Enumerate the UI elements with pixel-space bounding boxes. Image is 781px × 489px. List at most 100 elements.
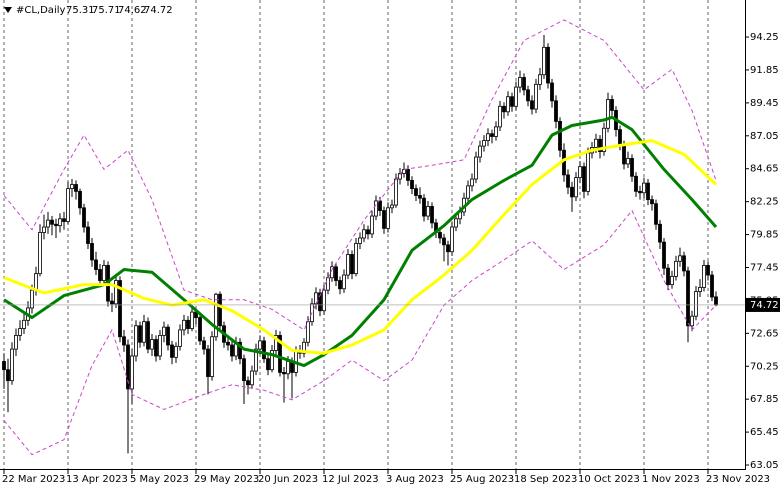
candle-body bbox=[318, 292, 322, 312]
candle-body bbox=[358, 237, 362, 244]
candle-body bbox=[22, 319, 26, 329]
open-value: 75.31 bbox=[66, 5, 95, 16]
candle-body bbox=[178, 329, 182, 347]
candle-body bbox=[654, 203, 658, 225]
candle-body bbox=[202, 340, 206, 350]
candle-body bbox=[422, 197, 426, 217]
candle-body bbox=[162, 326, 166, 336]
candle-body bbox=[262, 340, 266, 360]
candle-body bbox=[518, 77, 522, 88]
candle-body bbox=[426, 206, 430, 217]
candle-body bbox=[270, 350, 274, 371]
candle-body bbox=[530, 100, 534, 110]
x-tick-label: 10 Oct 2023 bbox=[578, 474, 640, 485]
candle-body bbox=[558, 120, 562, 151]
candle-body bbox=[70, 184, 74, 190]
candle-body bbox=[174, 345, 178, 358]
candle-body bbox=[390, 204, 394, 209]
indicator-line bbox=[3, 19, 717, 331]
candle-body bbox=[610, 99, 614, 111]
candle-body bbox=[46, 219, 50, 228]
candle-body bbox=[186, 319, 190, 329]
candle-body bbox=[570, 186, 574, 198]
indicator-line bbox=[3, 115, 718, 368]
candle-body bbox=[258, 340, 262, 350]
x-tick-label: 29 May 2023 bbox=[194, 474, 259, 485]
candle-body bbox=[666, 267, 670, 286]
x-tick-label: 25 Aug 2023 bbox=[450, 474, 514, 485]
candle-body bbox=[710, 274, 714, 298]
price-box bbox=[746, 297, 780, 312]
candle-body bbox=[546, 46, 550, 84]
candle-body bbox=[578, 166, 582, 179]
candle-body bbox=[370, 215, 374, 235]
y-tick-label: 94.25 bbox=[750, 32, 779, 43]
candle-body bbox=[346, 254, 350, 276]
symbol: #CL,Daily bbox=[16, 5, 65, 16]
indicator-line bbox=[3, 210, 717, 456]
x-tick-label: 18 Sep 2023 bbox=[514, 474, 577, 485]
y-tick-label: 63.05 bbox=[750, 460, 779, 471]
candle-body bbox=[110, 300, 114, 305]
candle-body bbox=[134, 325, 138, 357]
y-tick-label: 77.45 bbox=[750, 262, 779, 273]
candle-body bbox=[510, 96, 514, 107]
candle-body bbox=[686, 270, 690, 327]
candle-body bbox=[598, 138, 602, 152]
close-value: 74.72 bbox=[144, 5, 173, 16]
candle-body bbox=[690, 315, 694, 327]
candle-body bbox=[102, 265, 106, 281]
candle-body bbox=[278, 334, 282, 373]
candle-body bbox=[250, 370, 254, 386]
candle-body bbox=[550, 82, 554, 102]
candle-body bbox=[522, 77, 526, 91]
candle-body bbox=[82, 207, 86, 228]
candle-body bbox=[418, 195, 422, 199]
candle-body bbox=[366, 229, 370, 235]
candle-body bbox=[306, 321, 310, 343]
candle-body bbox=[574, 177, 578, 198]
high-value: 75.71 bbox=[92, 5, 121, 16]
candle-body bbox=[482, 140, 486, 147]
candle-body bbox=[230, 344, 234, 357]
candle-body bbox=[406, 169, 410, 181]
candle-body bbox=[18, 328, 22, 336]
candle-body bbox=[586, 152, 590, 192]
x-tick-label: 5 May 2023 bbox=[130, 474, 189, 485]
candle-body bbox=[702, 265, 706, 288]
x-tick-label: 23 Nov 2023 bbox=[706, 474, 770, 485]
candle-body bbox=[214, 293, 218, 338]
candle-body bbox=[182, 319, 186, 331]
candle-body bbox=[238, 341, 242, 360]
candle-body bbox=[90, 243, 94, 261]
candle-body bbox=[698, 286, 702, 292]
candle-body bbox=[394, 178, 398, 206]
candle-body bbox=[678, 255, 682, 262]
candle-body bbox=[562, 149, 566, 176]
indicator-line bbox=[3, 139, 718, 355]
y-tick-label: 65.45 bbox=[750, 427, 779, 438]
candle-body bbox=[242, 358, 246, 382]
candle-body bbox=[502, 105, 506, 113]
candle-body bbox=[378, 200, 382, 211]
candle-body bbox=[554, 100, 558, 122]
candle-body bbox=[362, 229, 366, 239]
candle-body bbox=[534, 83, 538, 110]
candle-body bbox=[130, 355, 134, 390]
candle-body bbox=[30, 289, 34, 309]
candle-body bbox=[142, 321, 146, 343]
candle-body bbox=[670, 276, 674, 286]
candle-body bbox=[478, 145, 482, 158]
candle-body bbox=[538, 74, 542, 85]
candle-body bbox=[382, 210, 386, 229]
candle-body bbox=[126, 344, 130, 390]
candle-body bbox=[566, 174, 570, 188]
candle-body bbox=[634, 175, 638, 192]
candle-body bbox=[398, 173, 402, 180]
candle-body bbox=[442, 237, 446, 246]
candle-body bbox=[338, 280, 342, 290]
candle-body bbox=[54, 223, 58, 227]
candle-body bbox=[282, 372, 286, 375]
candle-body bbox=[190, 311, 194, 329]
